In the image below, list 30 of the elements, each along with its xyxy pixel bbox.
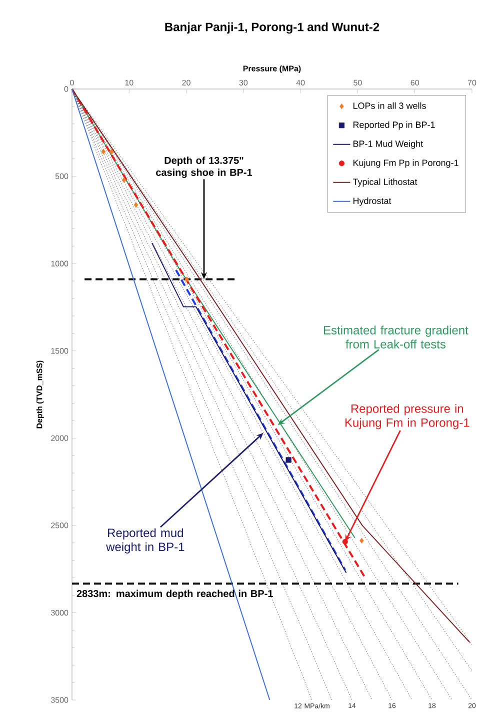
annotation: Estimated fracture gradient from Leak-off tests <box>324 326 468 348</box>
legend-label: LOPs in all 3 wells <box>353 102 426 109</box>
annotation: 2833m: maximum depth reached in BP-1 <box>76 590 273 600</box>
x-tick-label: 40 <box>296 80 305 86</box>
x-tick-label: 10 <box>125 80 134 86</box>
chart-title: Banjar Panji-1, Porong-1 and Wunut-2 <box>165 22 380 34</box>
y-tick-label: 3500 <box>50 697 68 703</box>
x-tick-label: 60 <box>410 80 419 86</box>
y-tick-label: 2000 <box>51 435 68 441</box>
y-tick-label: 1500 <box>51 348 68 354</box>
x-tick-label: 70 <box>468 80 476 86</box>
legend-label: Kujung Fm Pp in Porong-1 <box>353 159 458 168</box>
y-tick-label: 3000 <box>50 610 68 616</box>
x-tick-label: 50 <box>354 80 362 86</box>
x-tick-label: 30 <box>239 80 248 86</box>
x-tick-label: 20 <box>182 80 190 86</box>
y-axis-title: Depth (TVD_mSS) <box>36 360 44 428</box>
y-tick-label: 0 <box>64 86 68 92</box>
legend-label: Typical Lithostat <box>352 178 418 187</box>
y-tick-label: 1000 <box>51 260 68 266</box>
annotation: Reported mud weight in BP-1 <box>106 528 184 554</box>
legend-label: Hydrostat <box>353 197 392 206</box>
x-tick-label: 0 <box>70 80 74 86</box>
y-tick-label: 500 <box>55 173 68 180</box>
legend-label: Reported Pp in BP-1 <box>353 121 435 130</box>
y-tick-label: 2500 <box>51 522 68 528</box>
annotation: Depth of 13.375" casing shoe in BP-1 <box>156 156 252 178</box>
legend-label: BP-1 Mud Weight <box>353 140 424 149</box>
annotation: Reported pressure in Kujung Fm in Porong-1 <box>345 404 470 430</box>
x-axis-title: Pressure (MPa) <box>243 65 301 73</box>
